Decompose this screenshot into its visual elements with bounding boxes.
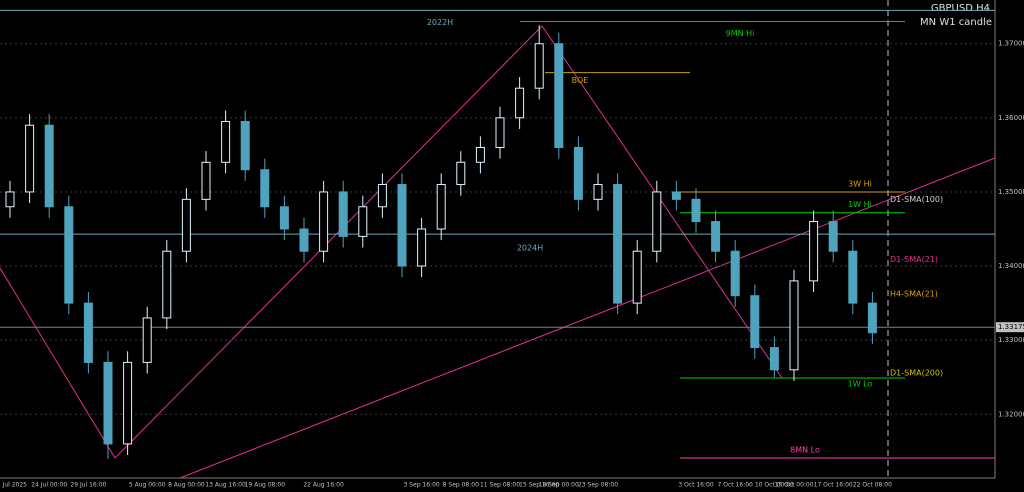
level-label: BOE bbox=[572, 76, 589, 85]
x-tick-label: 24 Jul 00:00 bbox=[31, 482, 67, 489]
candle-body bbox=[534, 43, 544, 89]
level-label: 2024H bbox=[517, 244, 543, 253]
candle-body bbox=[299, 228, 309, 252]
trend-line bbox=[541, 25, 783, 379]
y-tick-label: 1.33000 bbox=[998, 336, 1024, 344]
x-tick-label: 3 Sep 16:00 bbox=[403, 482, 439, 489]
x-tick-label: 18 Sep 00:00 bbox=[539, 482, 579, 489]
chart-subtitle: MN W1 candle bbox=[920, 17, 992, 28]
x-tick-label: 29 Jul 16:00 bbox=[70, 482, 106, 489]
level-label: 2022H bbox=[427, 18, 453, 27]
candle-body bbox=[83, 302, 93, 363]
level-label: 1W Lo bbox=[848, 379, 873, 388]
candle-body bbox=[221, 121, 231, 163]
x-tick-label: 10 Oct 00:00 bbox=[755, 482, 794, 489]
price-label-bg bbox=[997, 409, 1024, 420]
ma-label: H4-SMA(21) bbox=[890, 290, 938, 299]
candle-body bbox=[181, 198, 191, 252]
x-tick-label: 7 Oct 16:00 bbox=[718, 482, 753, 489]
candle-body bbox=[25, 124, 35, 193]
candle-body bbox=[201, 161, 211, 200]
candle-body bbox=[867, 302, 877, 334]
price-label-bg bbox=[997, 261, 1024, 272]
candle-body bbox=[828, 221, 838, 252]
x-tick-label: 15 Sep 16:00 bbox=[519, 482, 559, 489]
x-tick-label: 8 Sep 08:00 bbox=[443, 482, 479, 489]
candle-body bbox=[5, 191, 15, 208]
x-tick-label: 17 Oct 16:00 bbox=[814, 482, 853, 489]
candle-body bbox=[750, 295, 760, 349]
x-tick-label: 22 Aug 16:00 bbox=[303, 482, 344, 489]
candle-body bbox=[240, 121, 250, 171]
candle-body bbox=[632, 250, 642, 304]
candle-body bbox=[848, 250, 858, 304]
candle-body bbox=[319, 191, 329, 252]
candle-body bbox=[377, 184, 387, 208]
candle-body bbox=[613, 184, 623, 304]
candle-body bbox=[162, 250, 172, 319]
candle-body bbox=[809, 221, 819, 282]
candle-body bbox=[789, 280, 799, 371]
candle-body bbox=[711, 221, 721, 252]
x-tick-label: 8 Aug 00:00 bbox=[168, 482, 205, 489]
candle-body bbox=[456, 161, 466, 186]
candle-body bbox=[593, 184, 603, 200]
candle-body bbox=[573, 146, 583, 200]
level-label: 1W Hi bbox=[848, 200, 872, 209]
x-tick-label: 21 Jul 2025 bbox=[0, 482, 27, 489]
candle-body bbox=[338, 191, 348, 237]
candle-body bbox=[691, 198, 701, 223]
ma-label: D1-SMA(21) bbox=[890, 255, 938, 264]
y-tick-label: 1.32000 bbox=[998, 410, 1024, 418]
chart-title: GBPUSD H4 bbox=[931, 3, 990, 14]
candle-body bbox=[44, 124, 54, 208]
y-tick-label: 1.35000 bbox=[998, 188, 1024, 196]
price-label-bg bbox=[997, 112, 1024, 123]
price-label-bg bbox=[997, 335, 1024, 346]
candle-body bbox=[495, 117, 505, 148]
candle-body bbox=[730, 250, 740, 297]
candle-body bbox=[142, 317, 152, 363]
candle-body bbox=[260, 169, 270, 208]
candle-body bbox=[554, 43, 564, 148]
trend-line bbox=[179, 157, 996, 479]
candle-body bbox=[769, 347, 779, 371]
candle-body bbox=[103, 361, 113, 445]
current-price-label: 1.33175 bbox=[998, 323, 1024, 331]
candle-body bbox=[671, 191, 681, 200]
candle-body bbox=[417, 228, 427, 267]
candle-body bbox=[279, 206, 289, 230]
x-tick-label: 5 Aug 00:00 bbox=[129, 482, 166, 489]
level-label: 8MN Lo bbox=[790, 445, 820, 454]
x-tick-label: 3 Oct 16:00 bbox=[678, 482, 713, 489]
ma-label: D1-SMA(200) bbox=[890, 368, 943, 377]
ma-label: D1-SMA(100) bbox=[890, 195, 943, 204]
x-tick-label: 13 Aug 16:00 bbox=[205, 482, 246, 489]
candle-body bbox=[123, 361, 133, 445]
candle-body bbox=[397, 184, 407, 267]
x-tick-label: 19 Aug 08:00 bbox=[245, 482, 286, 489]
y-tick-label: 1.34000 bbox=[998, 262, 1024, 270]
y-tick-label: 1.36000 bbox=[998, 114, 1024, 122]
current-price-bg bbox=[996, 322, 1024, 333]
trend-line bbox=[0, 267, 116, 459]
candle-body bbox=[475, 146, 485, 163]
x-tick-label: 22 Oct 08:00 bbox=[853, 482, 892, 489]
price-label-bg bbox=[997, 38, 1024, 49]
candle-body bbox=[64, 206, 74, 304]
candle-body bbox=[652, 191, 662, 252]
x-tick-label: 15 Oct 00:00 bbox=[774, 482, 813, 489]
x-tick-label: 23 Sep 08:00 bbox=[578, 482, 618, 489]
candle-body bbox=[515, 87, 525, 119]
candle-body bbox=[436, 184, 446, 230]
y-tick-label: 1.37000 bbox=[998, 40, 1024, 48]
price-label-bg bbox=[997, 186, 1024, 197]
x-tick-label: 11 Sep 08:00 bbox=[480, 482, 520, 489]
trend-line bbox=[114, 25, 543, 459]
candle-body bbox=[358, 206, 368, 237]
level-label: 3W Hi bbox=[848, 179, 872, 188]
level-label: 9MN Hi bbox=[726, 29, 755, 38]
